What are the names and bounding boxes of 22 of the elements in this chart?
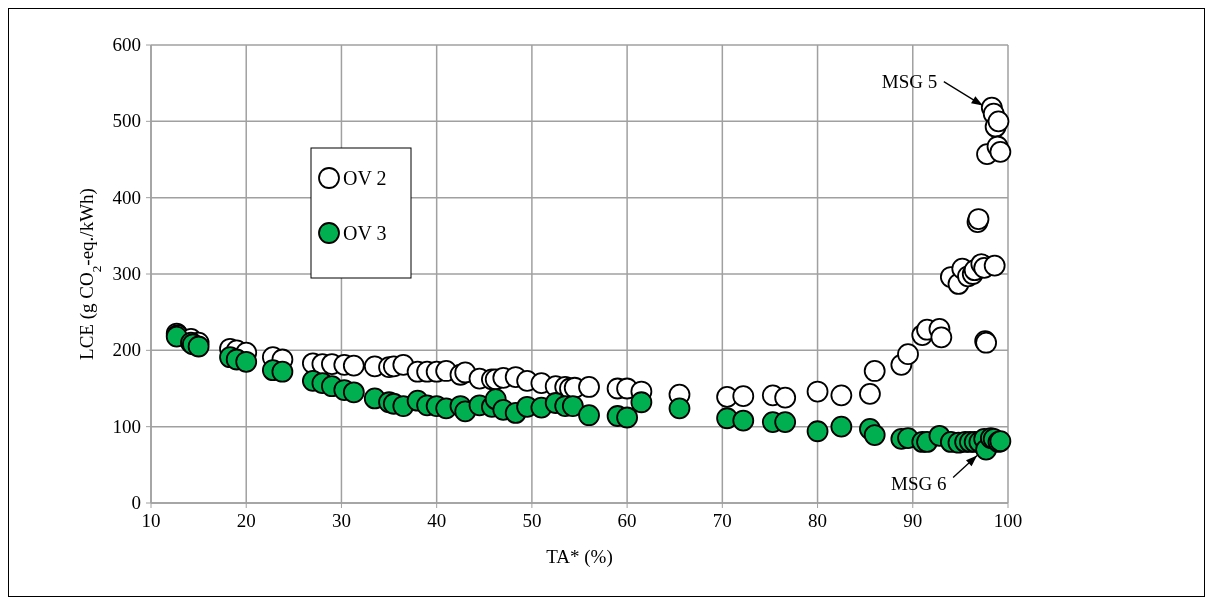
annotation: MSG 6 bbox=[891, 472, 947, 494]
y-tick-label: 100 bbox=[112, 415, 141, 437]
x-tick-label: 100 bbox=[993, 510, 1023, 531]
y-tick-label: 400 bbox=[112, 186, 141, 208]
annotation: MSG 5 bbox=[881, 70, 938, 92]
x-tick-label: 70 bbox=[712, 510, 732, 531]
x-tick-label: 60 bbox=[617, 510, 637, 531]
y-tick-label: 0 bbox=[131, 492, 141, 513]
y-tick-label: 300 bbox=[112, 263, 141, 284]
y-tick-label: 500 bbox=[112, 110, 141, 132]
y-tick-label: 600 bbox=[112, 34, 141, 55]
x-axis-title: TA* (%) bbox=[546, 546, 613, 568]
y-tick-label: 200 bbox=[112, 339, 141, 361]
x-tick-label: 40 bbox=[427, 510, 447, 531]
x-tick-label: 10 bbox=[141, 510, 161, 531]
x-tick-label: 20 bbox=[236, 510, 256, 531]
legend-label: OV 2 bbox=[343, 167, 387, 189]
x-tick-label: 80 bbox=[808, 510, 828, 531]
x-tick-label: 30 bbox=[331, 510, 351, 531]
x-tick-label: 50 bbox=[522, 510, 542, 531]
x-tick-label: 90 bbox=[903, 510, 923, 531]
legend-label: OV 3 bbox=[343, 222, 387, 244]
